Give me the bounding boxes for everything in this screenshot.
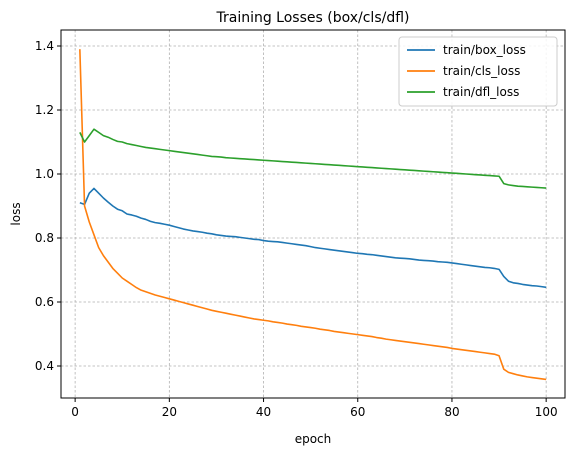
y-tick-label: 1.4 <box>35 39 54 53</box>
legend: train/box_loss train/cls_loss train/dfl_lo… <box>399 37 557 106</box>
chart-title: Training Losses (box/cls/dfl) <box>215 10 409 26</box>
x-tick-label: 100 <box>535 405 558 419</box>
legend-label: train/box_loss <box>443 43 526 57</box>
legend-label: train/cls_loss <box>443 64 520 78</box>
y-tick-label: 1.0 <box>35 167 54 181</box>
x-tick-label: 80 <box>444 405 459 419</box>
y-tick-label: 1.2 <box>35 103 54 117</box>
y-tick-label: 0.8 <box>35 231 54 245</box>
x-tick-label: 60 <box>350 405 365 419</box>
y-tick-label: 0.4 <box>35 359 54 373</box>
y-axis-label: loss <box>9 202 23 225</box>
x-axis-label: epoch <box>295 432 332 446</box>
y-tick-label: 0.6 <box>35 295 54 309</box>
x-tick-label: 20 <box>162 405 177 419</box>
x-tick-label: 0 <box>71 405 79 419</box>
x-tick-label: 40 <box>256 405 271 419</box>
legend-label: train/dfl_loss <box>443 85 519 99</box>
